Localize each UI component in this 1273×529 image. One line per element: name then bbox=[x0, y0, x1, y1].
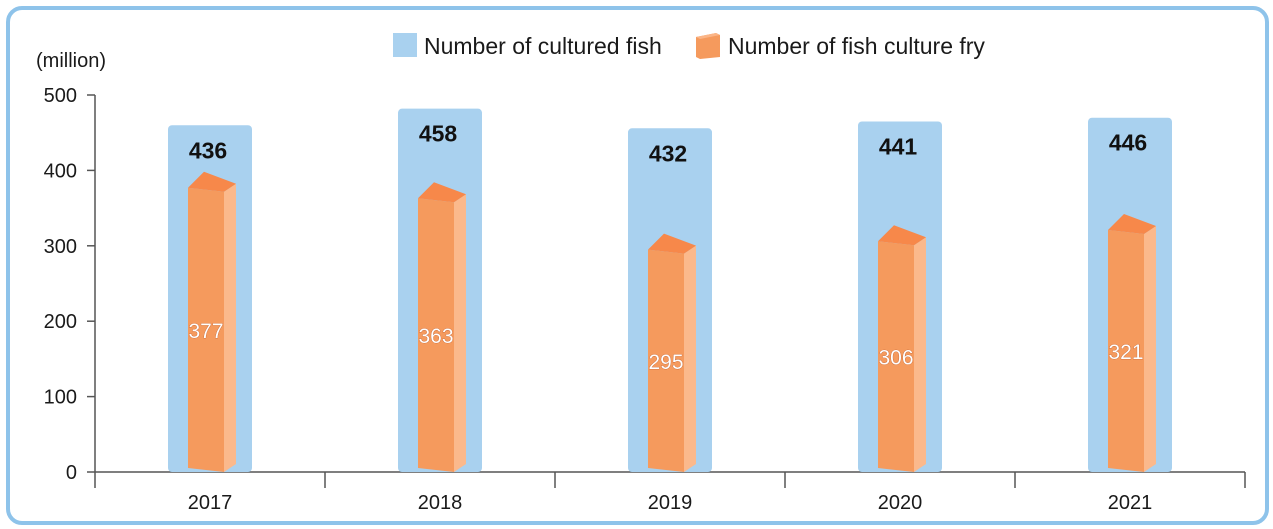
y-tick-label: 0 bbox=[66, 462, 77, 484]
fish-culture-fry-bar-side bbox=[1144, 225, 1156, 472]
axes: 0 100 200 300 400 500 2017 2018 2019 2020 2021 bbox=[44, 85, 1246, 514]
fish-culture-fry-bar bbox=[648, 249, 684, 472]
fish-culture-fry-bar-side bbox=[684, 245, 696, 472]
cultured-fish-value-label: 446 bbox=[1109, 130, 1147, 156]
fish-culture-fry-bar bbox=[1108, 229, 1144, 472]
x-tick-label: 2017 bbox=[188, 492, 233, 514]
x-tick-label: 2021 bbox=[1108, 492, 1153, 514]
bars: 436 377 458 363 432 295 441 306 446 321 bbox=[168, 108, 1172, 473]
legend-swatch-fish-culture-fry bbox=[696, 33, 720, 59]
fish-culture-fry-bar-top bbox=[648, 233, 696, 254]
fish-culture-fry-value-label: 321 bbox=[1108, 341, 1143, 364]
x-tick-label: 2019 bbox=[648, 492, 693, 514]
fish-culture-fry-bar-side bbox=[454, 194, 466, 472]
y-tick-label: 400 bbox=[44, 160, 77, 182]
fish-culture-fry-bar-side bbox=[914, 237, 926, 472]
cultured-fish-value-label: 432 bbox=[649, 140, 687, 166]
fish-culture-fry-bar bbox=[878, 241, 914, 472]
legend-swatch-cultured-fish bbox=[393, 33, 417, 57]
fish-culture-fry-bar-top bbox=[418, 182, 466, 203]
fish-culture-fry-value-label: 377 bbox=[188, 320, 223, 343]
fish-culture-fry-bar bbox=[188, 187, 224, 472]
y-tick-label: 200 bbox=[44, 311, 77, 333]
fish-culture-fry-bar bbox=[418, 198, 454, 472]
legend: Number of cultured fish Number of fish c… bbox=[393, 33, 985, 59]
cultured-fish-value-label: 436 bbox=[189, 137, 227, 163]
cultured-fish-value-label: 458 bbox=[419, 121, 458, 147]
y-tick-label: 100 bbox=[44, 387, 77, 409]
fish-culture-fry-value-label: 295 bbox=[648, 351, 683, 374]
fish-culture-fry-value-label: 363 bbox=[418, 325, 453, 348]
fish-culture-fry-bar-side bbox=[224, 183, 236, 472]
fish-culture-fry-value-label: 306 bbox=[878, 347, 913, 370]
fish-culture-fry-bar-top bbox=[878, 225, 926, 246]
x-tick-label: 2018 bbox=[418, 492, 463, 514]
y-tick-label: 300 bbox=[44, 236, 77, 258]
y-tick-label: 500 bbox=[44, 85, 77, 107]
legend-label-cultured-fish: Number of cultured fish bbox=[424, 33, 662, 59]
legend-label-fish-culture-fry: Number of fish culture fry bbox=[728, 33, 985, 59]
cultured-fish-value-label: 441 bbox=[879, 133, 918, 159]
x-tick-label: 2020 bbox=[878, 492, 923, 514]
fish-culture-fry-bar-top bbox=[1108, 213, 1156, 234]
y-axis-unit-label: (million) bbox=[36, 50, 106, 72]
fish-culture-fry-bar-top bbox=[188, 171, 236, 192]
